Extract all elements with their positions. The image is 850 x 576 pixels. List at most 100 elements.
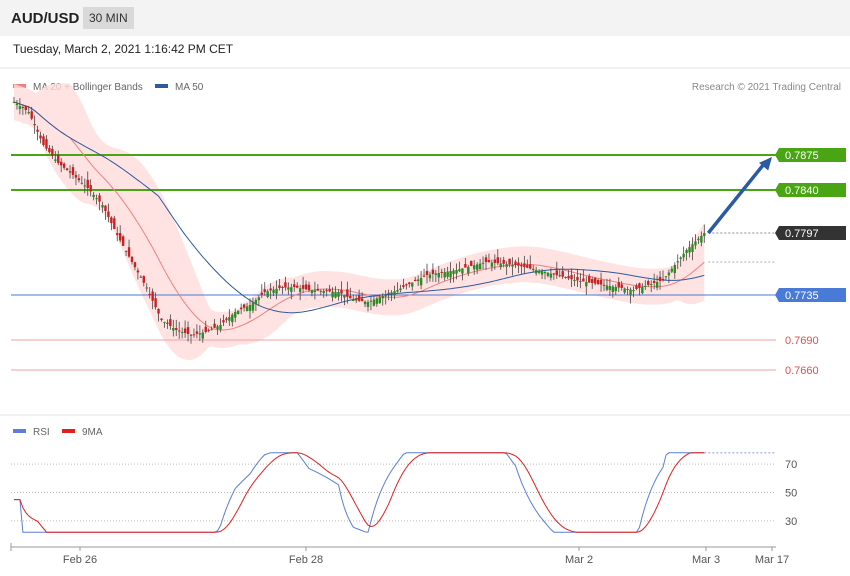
candle-body bbox=[363, 301, 367, 305]
candle-body bbox=[461, 268, 464, 274]
candle-body bbox=[33, 123, 36, 126]
candle-body bbox=[263, 289, 266, 292]
candle-body bbox=[228, 317, 231, 321]
candle-body bbox=[39, 135, 42, 139]
x-tick-label-3: Mar 3 bbox=[692, 554, 720, 566]
candle-body bbox=[234, 312, 237, 318]
candle-body bbox=[307, 284, 311, 290]
candle-body bbox=[543, 272, 547, 274]
candle-body bbox=[127, 247, 131, 257]
candle-body bbox=[98, 195, 101, 202]
candle-body bbox=[325, 290, 328, 292]
candle-body bbox=[284, 282, 287, 288]
candle-body bbox=[257, 297, 261, 301]
candle-body bbox=[62, 163, 66, 168]
candle-body bbox=[570, 274, 573, 280]
legend-label-ma50: MA 50 bbox=[175, 82, 204, 93]
candle-body bbox=[540, 271, 544, 275]
candle-body bbox=[664, 276, 668, 278]
legend-swatch-rsi bbox=[13, 429, 26, 433]
candle-body bbox=[110, 217, 113, 223]
candle-body bbox=[15, 104, 19, 106]
candle-body bbox=[697, 238, 700, 241]
level-tag-arrow-3 bbox=[775, 288, 779, 302]
candle-body bbox=[481, 262, 485, 264]
candle-body bbox=[644, 286, 647, 287]
candle-body bbox=[204, 326, 207, 332]
candle-body bbox=[207, 329, 210, 331]
candle-body bbox=[60, 161, 63, 166]
candle-body bbox=[381, 296, 384, 299]
candle-body bbox=[534, 269, 538, 274]
candle-body bbox=[310, 290, 314, 294]
x-tick-label-4: Mar 17 bbox=[755, 554, 789, 566]
candle-body bbox=[487, 260, 491, 263]
candle-body bbox=[18, 106, 22, 110]
candle-body bbox=[360, 298, 364, 302]
candle-body bbox=[334, 291, 337, 298]
candle-body bbox=[440, 271, 443, 273]
candle-body bbox=[36, 129, 39, 132]
candle-body bbox=[178, 330, 181, 332]
candle-body bbox=[555, 270, 558, 276]
candle-body bbox=[561, 271, 564, 277]
candle-body bbox=[148, 293, 151, 295]
candle-body bbox=[68, 171, 72, 173]
candle-body bbox=[222, 320, 225, 323]
candle-body bbox=[101, 205, 104, 208]
candle-body bbox=[121, 236, 125, 246]
candle-body bbox=[470, 260, 473, 266]
candle-body bbox=[54, 159, 57, 161]
candle-body bbox=[652, 280, 656, 283]
candle-body bbox=[154, 298, 157, 308]
candle-body bbox=[641, 287, 644, 294]
candle-body bbox=[405, 284, 408, 286]
candle-body bbox=[375, 298, 379, 304]
candle-body bbox=[428, 274, 432, 279]
candle-body bbox=[275, 288, 278, 294]
legend-swatch-ma50 bbox=[155, 84, 168, 88]
copyright: Research © 2021 Trading Central bbox=[692, 82, 841, 93]
candle-body bbox=[558, 275, 561, 277]
candle-body bbox=[629, 289, 632, 295]
candle-body bbox=[74, 175, 78, 178]
candle-body bbox=[455, 270, 458, 274]
candle-body bbox=[532, 268, 535, 270]
candle-body bbox=[133, 262, 137, 268]
candle-body bbox=[296, 285, 299, 288]
candle-body bbox=[260, 292, 263, 295]
timeframe-badge[interactable]: 30 MIN bbox=[83, 7, 134, 29]
candle-body bbox=[27, 112, 30, 114]
candle-body bbox=[175, 328, 178, 330]
candle-body bbox=[384, 294, 387, 297]
rsi-tick-70: 70 bbox=[785, 459, 797, 471]
candle-body bbox=[691, 244, 694, 252]
level-tag-arrow-1 bbox=[775, 183, 779, 197]
candle-body bbox=[183, 328, 187, 333]
candle-body bbox=[366, 302, 370, 307]
candle-body bbox=[251, 302, 255, 311]
candle-body bbox=[505, 264, 508, 267]
candle-body bbox=[210, 329, 213, 331]
candle-body bbox=[151, 291, 154, 301]
candle-body bbox=[169, 319, 172, 326]
candle-body bbox=[272, 289, 275, 294]
candle-body bbox=[623, 288, 626, 293]
candle-body bbox=[520, 264, 523, 267]
candle-body bbox=[443, 272, 446, 278]
candle-body bbox=[526, 264, 529, 268]
candle-body bbox=[437, 273, 440, 278]
level-label-0: 0.7875 bbox=[785, 150, 819, 162]
candle-body bbox=[393, 291, 396, 296]
candle-body bbox=[192, 334, 196, 336]
candle-body bbox=[189, 334, 193, 336]
candle-body bbox=[24, 106, 27, 110]
candle-body bbox=[237, 310, 240, 315]
candle-body bbox=[245, 306, 249, 312]
candle-body bbox=[514, 261, 517, 265]
candle-body bbox=[458, 269, 461, 272]
candle-body bbox=[502, 259, 505, 264]
candle-body bbox=[266, 291, 269, 297]
candle-body bbox=[172, 328, 175, 331]
candle-body bbox=[130, 256, 134, 262]
